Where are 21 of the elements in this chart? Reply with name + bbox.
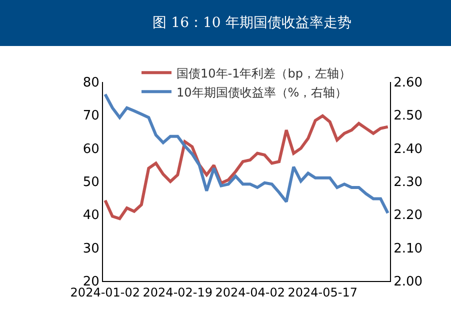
- y2-tick-label: 2.10: [394, 241, 423, 256]
- y2-tick-label: 2.00: [394, 274, 423, 290]
- legend-label: 10年期国债收益率（%，右轴）: [176, 85, 348, 100]
- y-tick-label: 30: [82, 241, 100, 256]
- x-tick-label: 2024-05-17: [288, 285, 358, 300]
- line-series: [104, 114, 390, 220]
- y2-tick-label: 2.40: [394, 142, 423, 157]
- y-tick-label: 40: [82, 208, 100, 224]
- y2-tick-label: 2.50: [394, 108, 423, 124]
- y2-tick-label: 2.30: [394, 175, 423, 190]
- legend-label: 国债10年-1年利差（bp，左轴）: [176, 66, 351, 80]
- y-tick-label: 50: [82, 175, 100, 190]
- x-tick-label: 2024-04-02: [215, 285, 285, 300]
- y2-tick-label: 2.60: [394, 76, 423, 91]
- y-tick-label: 80: [82, 76, 100, 91]
- y2-tick-label: 2.20: [394, 208, 423, 224]
- y-tick-label: 60: [82, 142, 100, 157]
- chart-title: 图 16：10 年期国债收益率走势: [0, 0, 451, 46]
- y-tick-label: 70: [82, 108, 100, 124]
- x-tick-label: 2024-02-19: [142, 285, 213, 300]
- x-tick-label: 2024-01-02: [70, 285, 140, 300]
